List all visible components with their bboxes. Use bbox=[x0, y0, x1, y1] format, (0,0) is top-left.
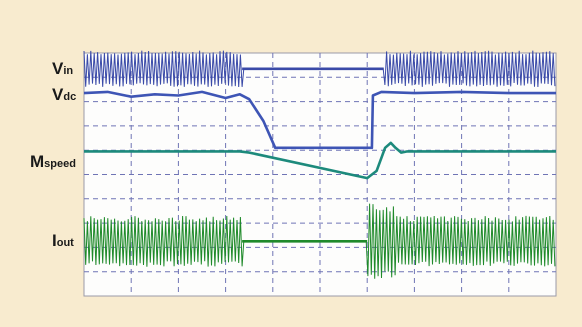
channel-label-sub: speed bbox=[44, 158, 76, 170]
grid bbox=[84, 53, 556, 296]
channel-label-main: V bbox=[52, 85, 64, 104]
channel-label-main: M bbox=[30, 152, 44, 171]
channel-label-main: I bbox=[52, 231, 57, 250]
channel-label-sub: dc bbox=[63, 91, 76, 103]
channel-label-vin: Vin bbox=[52, 59, 73, 78]
trace-vdc bbox=[83, 90, 556, 150]
traces bbox=[83, 50, 556, 279]
channel-label-sub: out bbox=[57, 237, 74, 249]
trace-mspeed bbox=[84, 141, 556, 180]
channel-label-main: V bbox=[52, 59, 64, 78]
channel-label-mspeed: Mspeed bbox=[30, 152, 76, 171]
channel-label-sub: in bbox=[63, 65, 73, 77]
channel-label-vdc: Vdc bbox=[52, 85, 76, 104]
channel-label-iout: Iout bbox=[52, 231, 74, 250]
